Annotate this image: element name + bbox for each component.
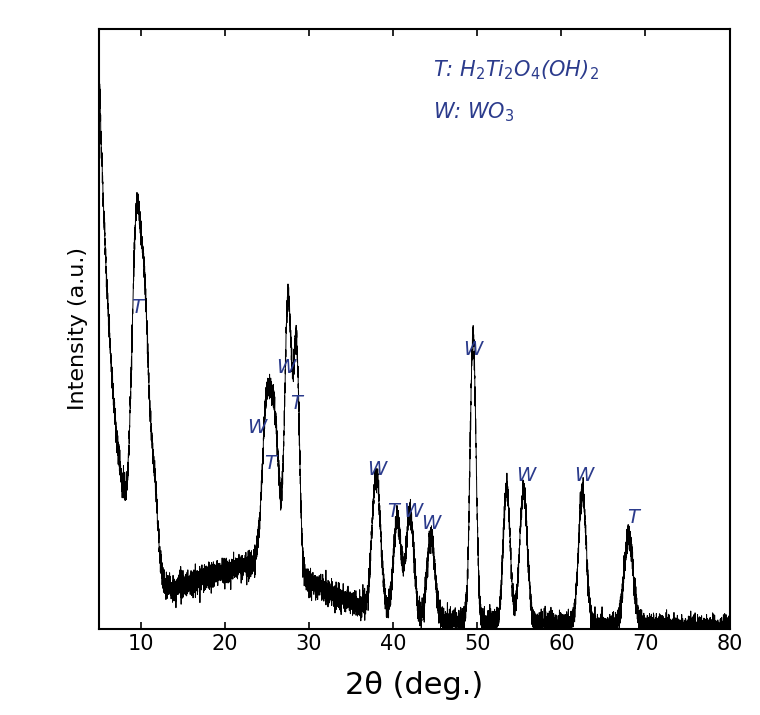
Text: W: W	[403, 502, 422, 521]
Text: W: W	[517, 466, 536, 485]
X-axis label: 2θ (deg.): 2θ (deg.)	[345, 671, 483, 700]
Text: W: W	[247, 418, 267, 437]
Text: W: W	[574, 466, 593, 485]
Text: W: W	[464, 340, 483, 359]
Text: T: H$_2$Ti$_2$O$_4$(OH)$_2$
W: WO$_3$: T: H$_2$Ti$_2$O$_4$(OH)$_2$ W: WO$_3$	[433, 59, 599, 124]
Text: T: T	[290, 394, 302, 413]
Text: T: T	[388, 502, 399, 521]
Text: T: T	[627, 508, 639, 527]
Text: W: W	[367, 460, 386, 479]
Text: W: W	[276, 358, 295, 377]
Text: T: T	[264, 454, 277, 473]
Text: W: W	[421, 514, 441, 533]
Text: T: T	[131, 298, 143, 317]
Y-axis label: Intensity (a.u.): Intensity (a.u.)	[68, 247, 87, 410]
